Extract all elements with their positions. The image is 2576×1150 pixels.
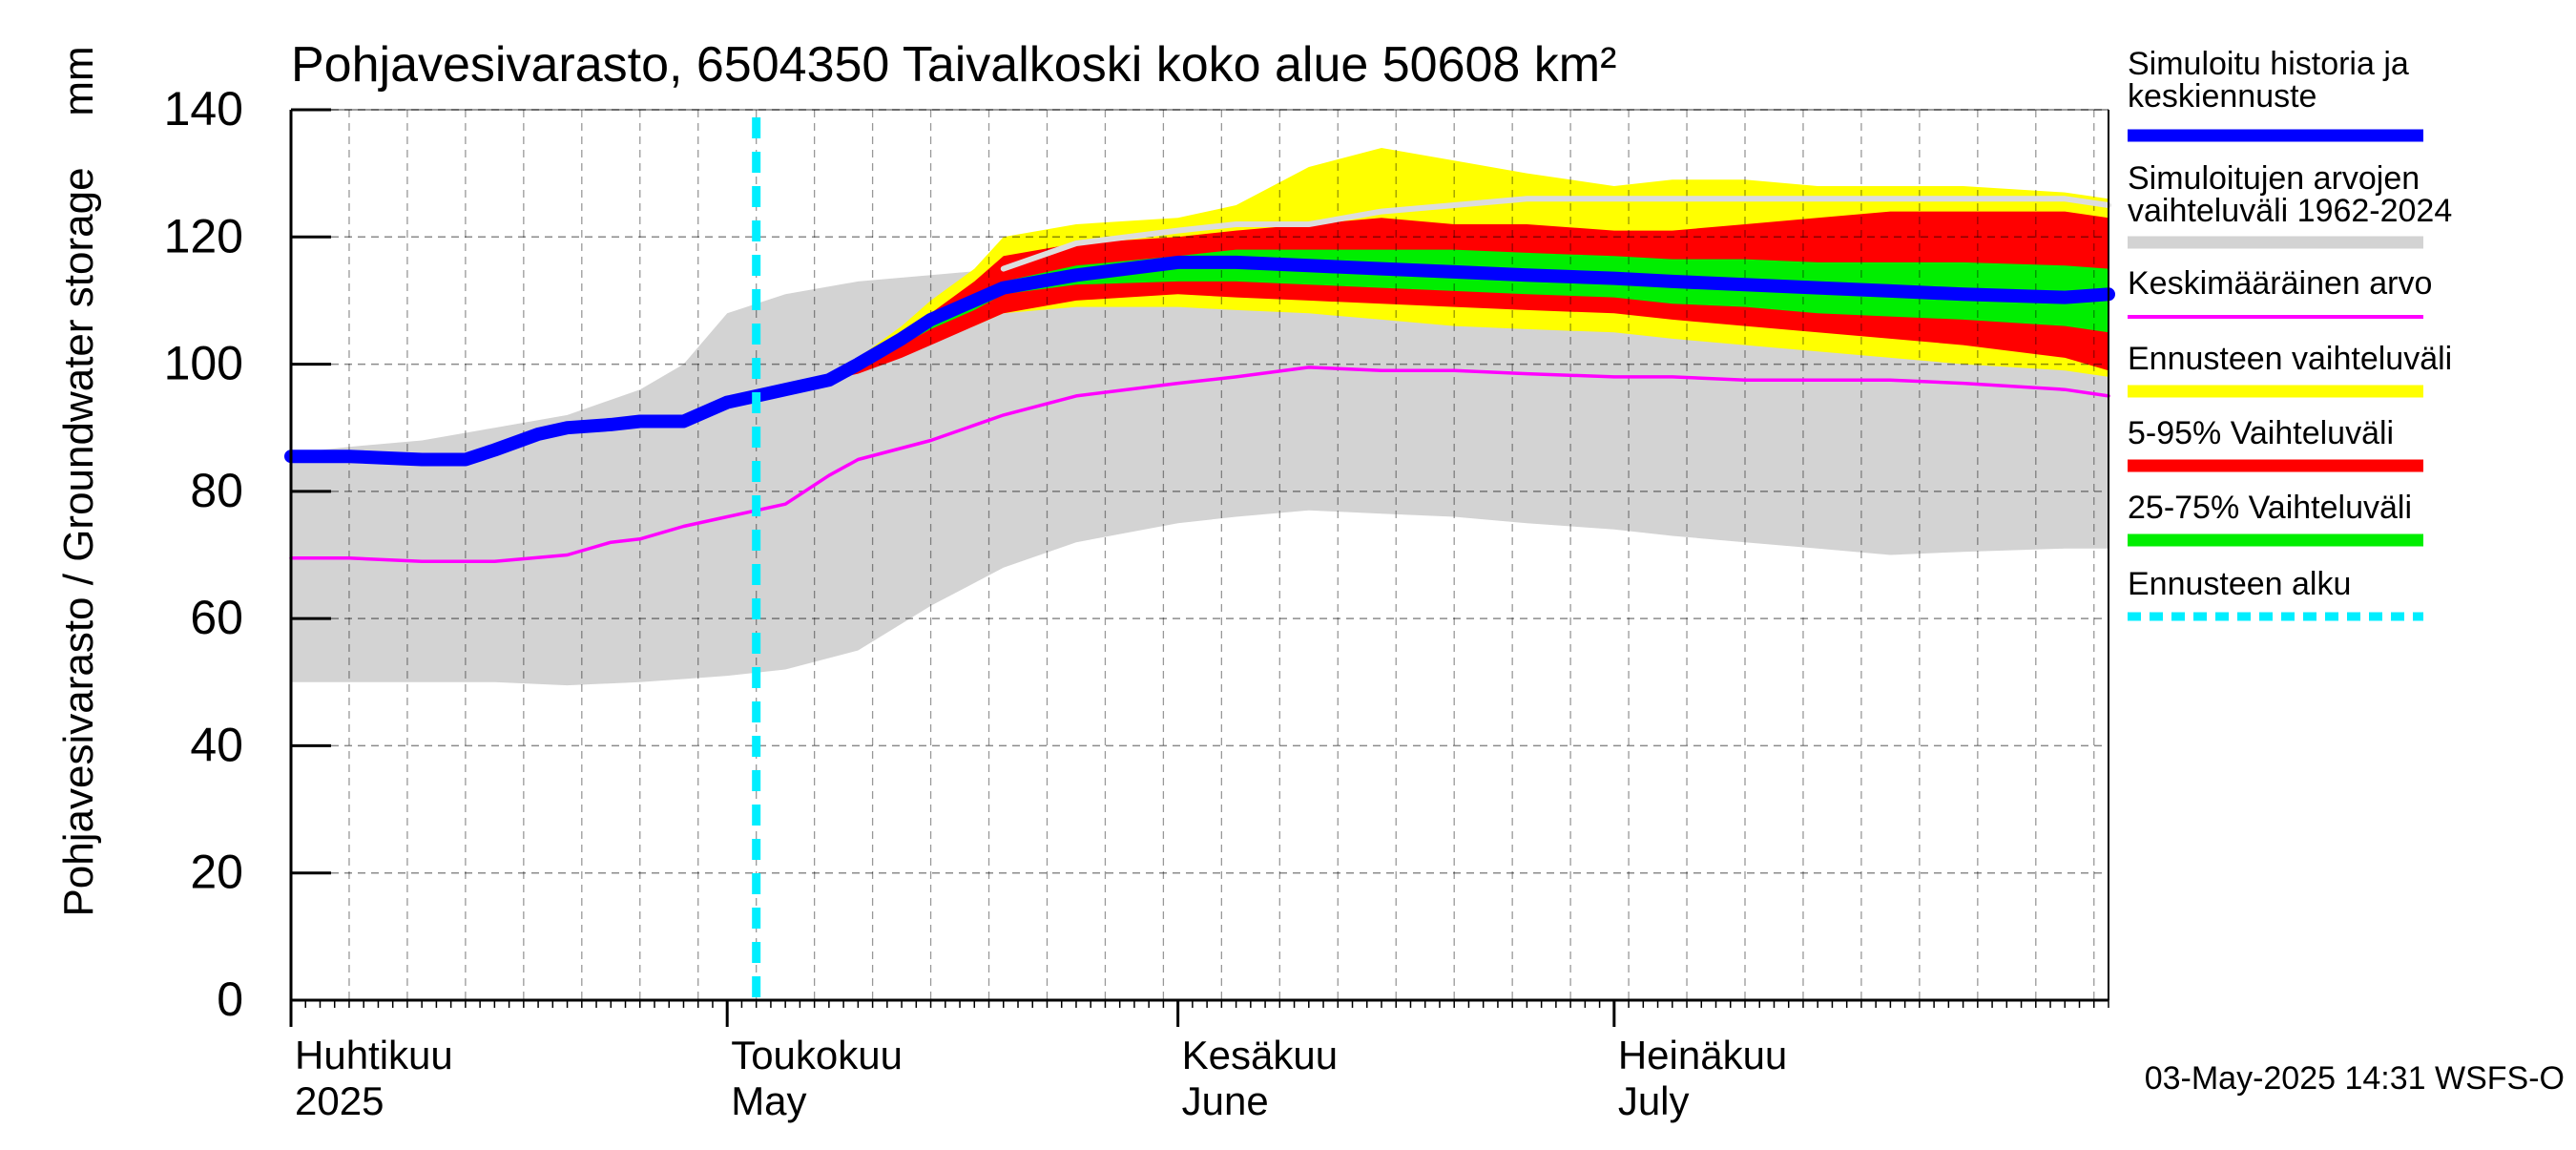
legend-label-2: Keskimääräinen arvo <box>2128 265 2432 302</box>
x-month-label-en-0: 2025 <box>295 1078 384 1123</box>
y-axis-unit: mm <box>55 46 102 115</box>
legend-label-6: Ennusteen alku <box>2128 566 2351 602</box>
y-tick-label-60: 60 <box>190 591 243 644</box>
y-tick-label-80: 80 <box>190 464 243 517</box>
y-tick-label-40: 40 <box>190 718 243 771</box>
series-line-2 <box>1000 196 2111 272</box>
series-line-1 <box>284 255 2115 467</box>
legend-label-1: Simuloitujen arvojen vaihteluväli 1962-20… <box>2128 160 2452 229</box>
timestamp: 03-May-2025 14:31 WSFS-O <box>2145 1060 2565 1097</box>
legend-label-0: Simuloitu historia ja keskiennuste <box>2128 46 2409 115</box>
series-line-0 <box>289 366 2110 563</box>
x-month-label-en-2: June <box>1182 1078 1269 1123</box>
band-2 <box>756 211 2109 390</box>
legend: Simuloitu historia ja keskiennuste Simuloi… <box>2128 46 2452 621</box>
y-tick-label-20: 20 <box>190 846 243 899</box>
chart-title: Pohjavesivarasto, 6504350 Taivalkoski ko… <box>291 37 1616 93</box>
y-tick-label-140: 140 <box>164 82 243 136</box>
y-tick-label-120: 120 <box>164 209 243 262</box>
x-month-label-fi-1: Toukokuu <box>731 1033 903 1077</box>
y-tick-label-0: 0 <box>217 972 243 1026</box>
y-tick-label-100: 100 <box>164 337 243 390</box>
legend-label-4: 5-95% Vaihteluväli <box>2128 415 2394 451</box>
x-month-label-fi-2: Kesäkuu <box>1182 1033 1338 1077</box>
lines-layer <box>284 117 2115 1000</box>
x-month-label-en-3: July <box>1618 1078 1690 1123</box>
x-month-label-en-1: May <box>731 1078 806 1123</box>
legend-label-5: 25-75% Vaihteluväli <box>2128 490 2412 526</box>
legend-label-3: Ennusteen vaihteluväli <box>2128 341 2452 377</box>
y-axis-label: Pohjavesivarasto / Groundwater storage <box>55 167 102 916</box>
x-month-label-fi-0: Huhtikuu <box>295 1033 453 1077</box>
x-month-label-fi-3: Heinäkuu <box>1618 1033 1787 1077</box>
